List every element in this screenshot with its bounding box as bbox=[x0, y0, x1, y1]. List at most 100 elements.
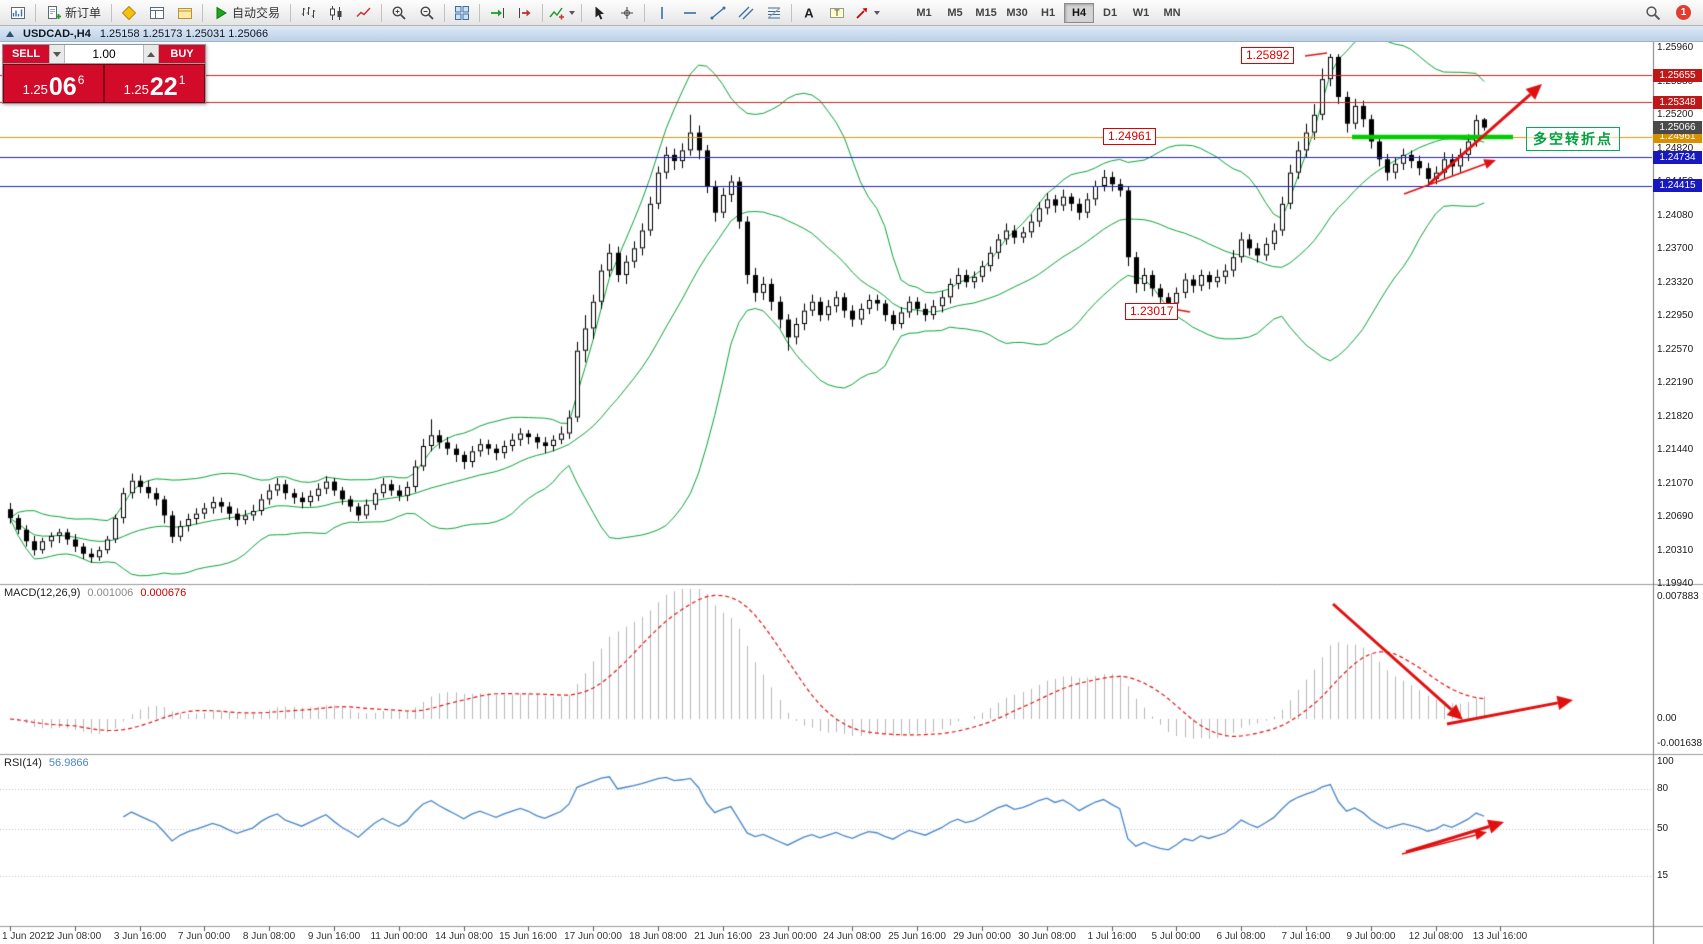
price-axis-tick: 1.22190 bbox=[1657, 377, 1694, 388]
buy-price-button[interactable]: 1.25 22 1 bbox=[105, 65, 204, 102]
trendline-button[interactable] bbox=[704, 2, 732, 24]
price-axis-tick: 1.20690 bbox=[1657, 511, 1694, 522]
vline-icon bbox=[654, 5, 670, 21]
macd-axis-tick: -0.001638 bbox=[1657, 738, 1703, 750]
text-label-button[interactable]: T bbox=[823, 2, 851, 24]
volume-up-button[interactable] bbox=[143, 45, 159, 63]
text-button[interactable]: A bbox=[795, 2, 823, 24]
line-chart-button[interactable] bbox=[350, 2, 378, 24]
new-chart-button[interactable] bbox=[4, 2, 32, 24]
turning-point-label[interactable]: 多空转折点 bbox=[1526, 127, 1620, 151]
triangle-up-icon bbox=[147, 51, 155, 57]
svg-text:A: A bbox=[804, 5, 814, 20]
price-tag[interactable]: 1.24734 bbox=[1653, 150, 1702, 164]
autotrading-button[interactable]: 自动交易 bbox=[206, 2, 287, 24]
date-axis-tick: 12 Jul 08:00 bbox=[1408, 931, 1464, 942]
macd-label: MACD(12,26,9) 0.001006 0.000676 bbox=[4, 587, 186, 599]
price-axis-tick: 1.22570 bbox=[1657, 343, 1694, 355]
price-tag: 1.25066 bbox=[1653, 121, 1702, 135]
navigator-button[interactable] bbox=[171, 2, 199, 24]
price-tag[interactable]: 1.24415 bbox=[1653, 179, 1702, 193]
zoom-out-button[interactable] bbox=[413, 2, 441, 24]
sell-button[interactable]: SELL bbox=[3, 45, 49, 63]
price-axis-tick: 1.23320 bbox=[1657, 276, 1694, 288]
price-chart-canvas[interactable] bbox=[0, 42, 1703, 944]
new-chart-icon bbox=[10, 5, 26, 21]
search-button[interactable] bbox=[1639, 2, 1667, 24]
new-order-icon bbox=[46, 5, 62, 21]
zoom-in-button[interactable] bbox=[385, 2, 413, 24]
new-order-button[interactable]: 新订单 bbox=[39, 2, 108, 24]
cursor-button[interactable] bbox=[585, 2, 613, 24]
new-order-button-label: 新订单 bbox=[65, 6, 102, 20]
text-label-icon: T bbox=[829, 5, 845, 21]
ask-price-small: 1.25 bbox=[123, 82, 149, 97]
fibonacci-button[interactable] bbox=[760, 2, 788, 24]
trendline-icon bbox=[710, 5, 726, 21]
timeframe-m15[interactable]: M15 bbox=[975, 6, 997, 19]
bar-chart-button[interactable] bbox=[294, 2, 322, 24]
date-axis-tick: 30 Jun 08:00 bbox=[1018, 931, 1076, 942]
date-axis-tick: 24 Jun 08:00 bbox=[823, 931, 881, 942]
price-tag[interactable]: 1.25655 bbox=[1653, 68, 1702, 82]
indicators-button[interactable] bbox=[546, 2, 578, 24]
autotrading-button-label: 自动交易 bbox=[232, 6, 281, 20]
crosshair-button[interactable] bbox=[613, 2, 641, 24]
channel-icon bbox=[738, 5, 754, 21]
sell-price-button[interactable]: 1.25 06 6 bbox=[4, 65, 103, 102]
arrows-icon bbox=[854, 5, 870, 21]
autotrade-icon bbox=[213, 5, 229, 21]
vertical-line-button[interactable] bbox=[648, 2, 676, 24]
notification-badge[interactable]: 1 bbox=[1676, 5, 1691, 20]
date-axis-tick: 15 Jun 16:00 bbox=[499, 931, 557, 942]
volume-input[interactable]: 1.00 bbox=[65, 45, 143, 63]
price-callout[interactable]: 1.24961 bbox=[1103, 128, 1157, 145]
auto-scroll-button[interactable] bbox=[483, 2, 511, 24]
chart-shift-button[interactable] bbox=[511, 2, 539, 24]
timeframe-m1[interactable]: M1 bbox=[916, 6, 932, 19]
tile-windows-button[interactable] bbox=[448, 2, 476, 24]
price-callout[interactable]: 1.23017 bbox=[1125, 303, 1179, 320]
rsi-axis-tick: 100 bbox=[1657, 755, 1674, 767]
timeframe-m30[interactable]: M30 bbox=[1006, 6, 1028, 19]
toolbar-separator bbox=[381, 3, 383, 22]
horizontal-line-button[interactable] bbox=[676, 2, 704, 24]
rsi-label: RSI(14) 56.9866 bbox=[4, 757, 89, 769]
timeframe-w1[interactable]: W1 bbox=[1132, 6, 1150, 19]
toolbar-separator bbox=[791, 3, 793, 22]
price-axis-tick: 1.21070 bbox=[1657, 477, 1694, 489]
chart-shift-icon bbox=[517, 5, 533, 21]
price-axis-tick: 1.25200 bbox=[1657, 109, 1694, 120]
candlestick-chart-button[interactable] bbox=[322, 2, 350, 24]
timeframe-mn[interactable]: MN bbox=[1163, 6, 1181, 19]
buy-button[interactable]: BUY bbox=[159, 45, 205, 63]
timeframe-h4[interactable]: H4 bbox=[1064, 2, 1095, 23]
toolbar-separator bbox=[542, 3, 544, 22]
data-window-button[interactable] bbox=[143, 2, 171, 24]
timeframe-d1[interactable]: D1 bbox=[1103, 6, 1118, 19]
data-window-icon bbox=[149, 5, 165, 21]
date-axis-tick: 17 Jun 00:00 bbox=[564, 931, 622, 942]
timeframe-h1[interactable]: H1 bbox=[1041, 6, 1056, 19]
toolbar-separator bbox=[202, 3, 204, 22]
chart-line-icon bbox=[356, 5, 372, 21]
date-axis-tick: 6 Jul 08:00 bbox=[1216, 931, 1266, 942]
equidistant-channel-button[interactable] bbox=[732, 2, 760, 24]
toolbar-separator bbox=[581, 3, 583, 22]
bid-price-small: 1.25 bbox=[22, 82, 48, 97]
price-tag[interactable]: 1.25348 bbox=[1653, 95, 1702, 109]
market-watch-button[interactable] bbox=[115, 2, 143, 24]
arrows-tool-button[interactable] bbox=[851, 2, 883, 24]
price-axis-tick: 1.19940 bbox=[1657, 578, 1694, 589]
volume-down-button[interactable] bbox=[49, 45, 65, 63]
date-axis-tick: 9 Jul 00:00 bbox=[1346, 931, 1396, 942]
date-axis-tick: 5 Jul 00:00 bbox=[1151, 931, 1201, 942]
timeframe-m5[interactable]: M5 bbox=[947, 6, 963, 19]
toolbar-separator bbox=[444, 3, 446, 22]
price-callout[interactable]: 1.25892 bbox=[1241, 47, 1295, 64]
chart-candles-icon bbox=[328, 5, 344, 21]
tile-icon bbox=[454, 5, 470, 21]
rsi-axis-tick: 15 bbox=[1657, 869, 1669, 881]
price-axis-tick: 1.24820 bbox=[1657, 142, 1694, 154]
